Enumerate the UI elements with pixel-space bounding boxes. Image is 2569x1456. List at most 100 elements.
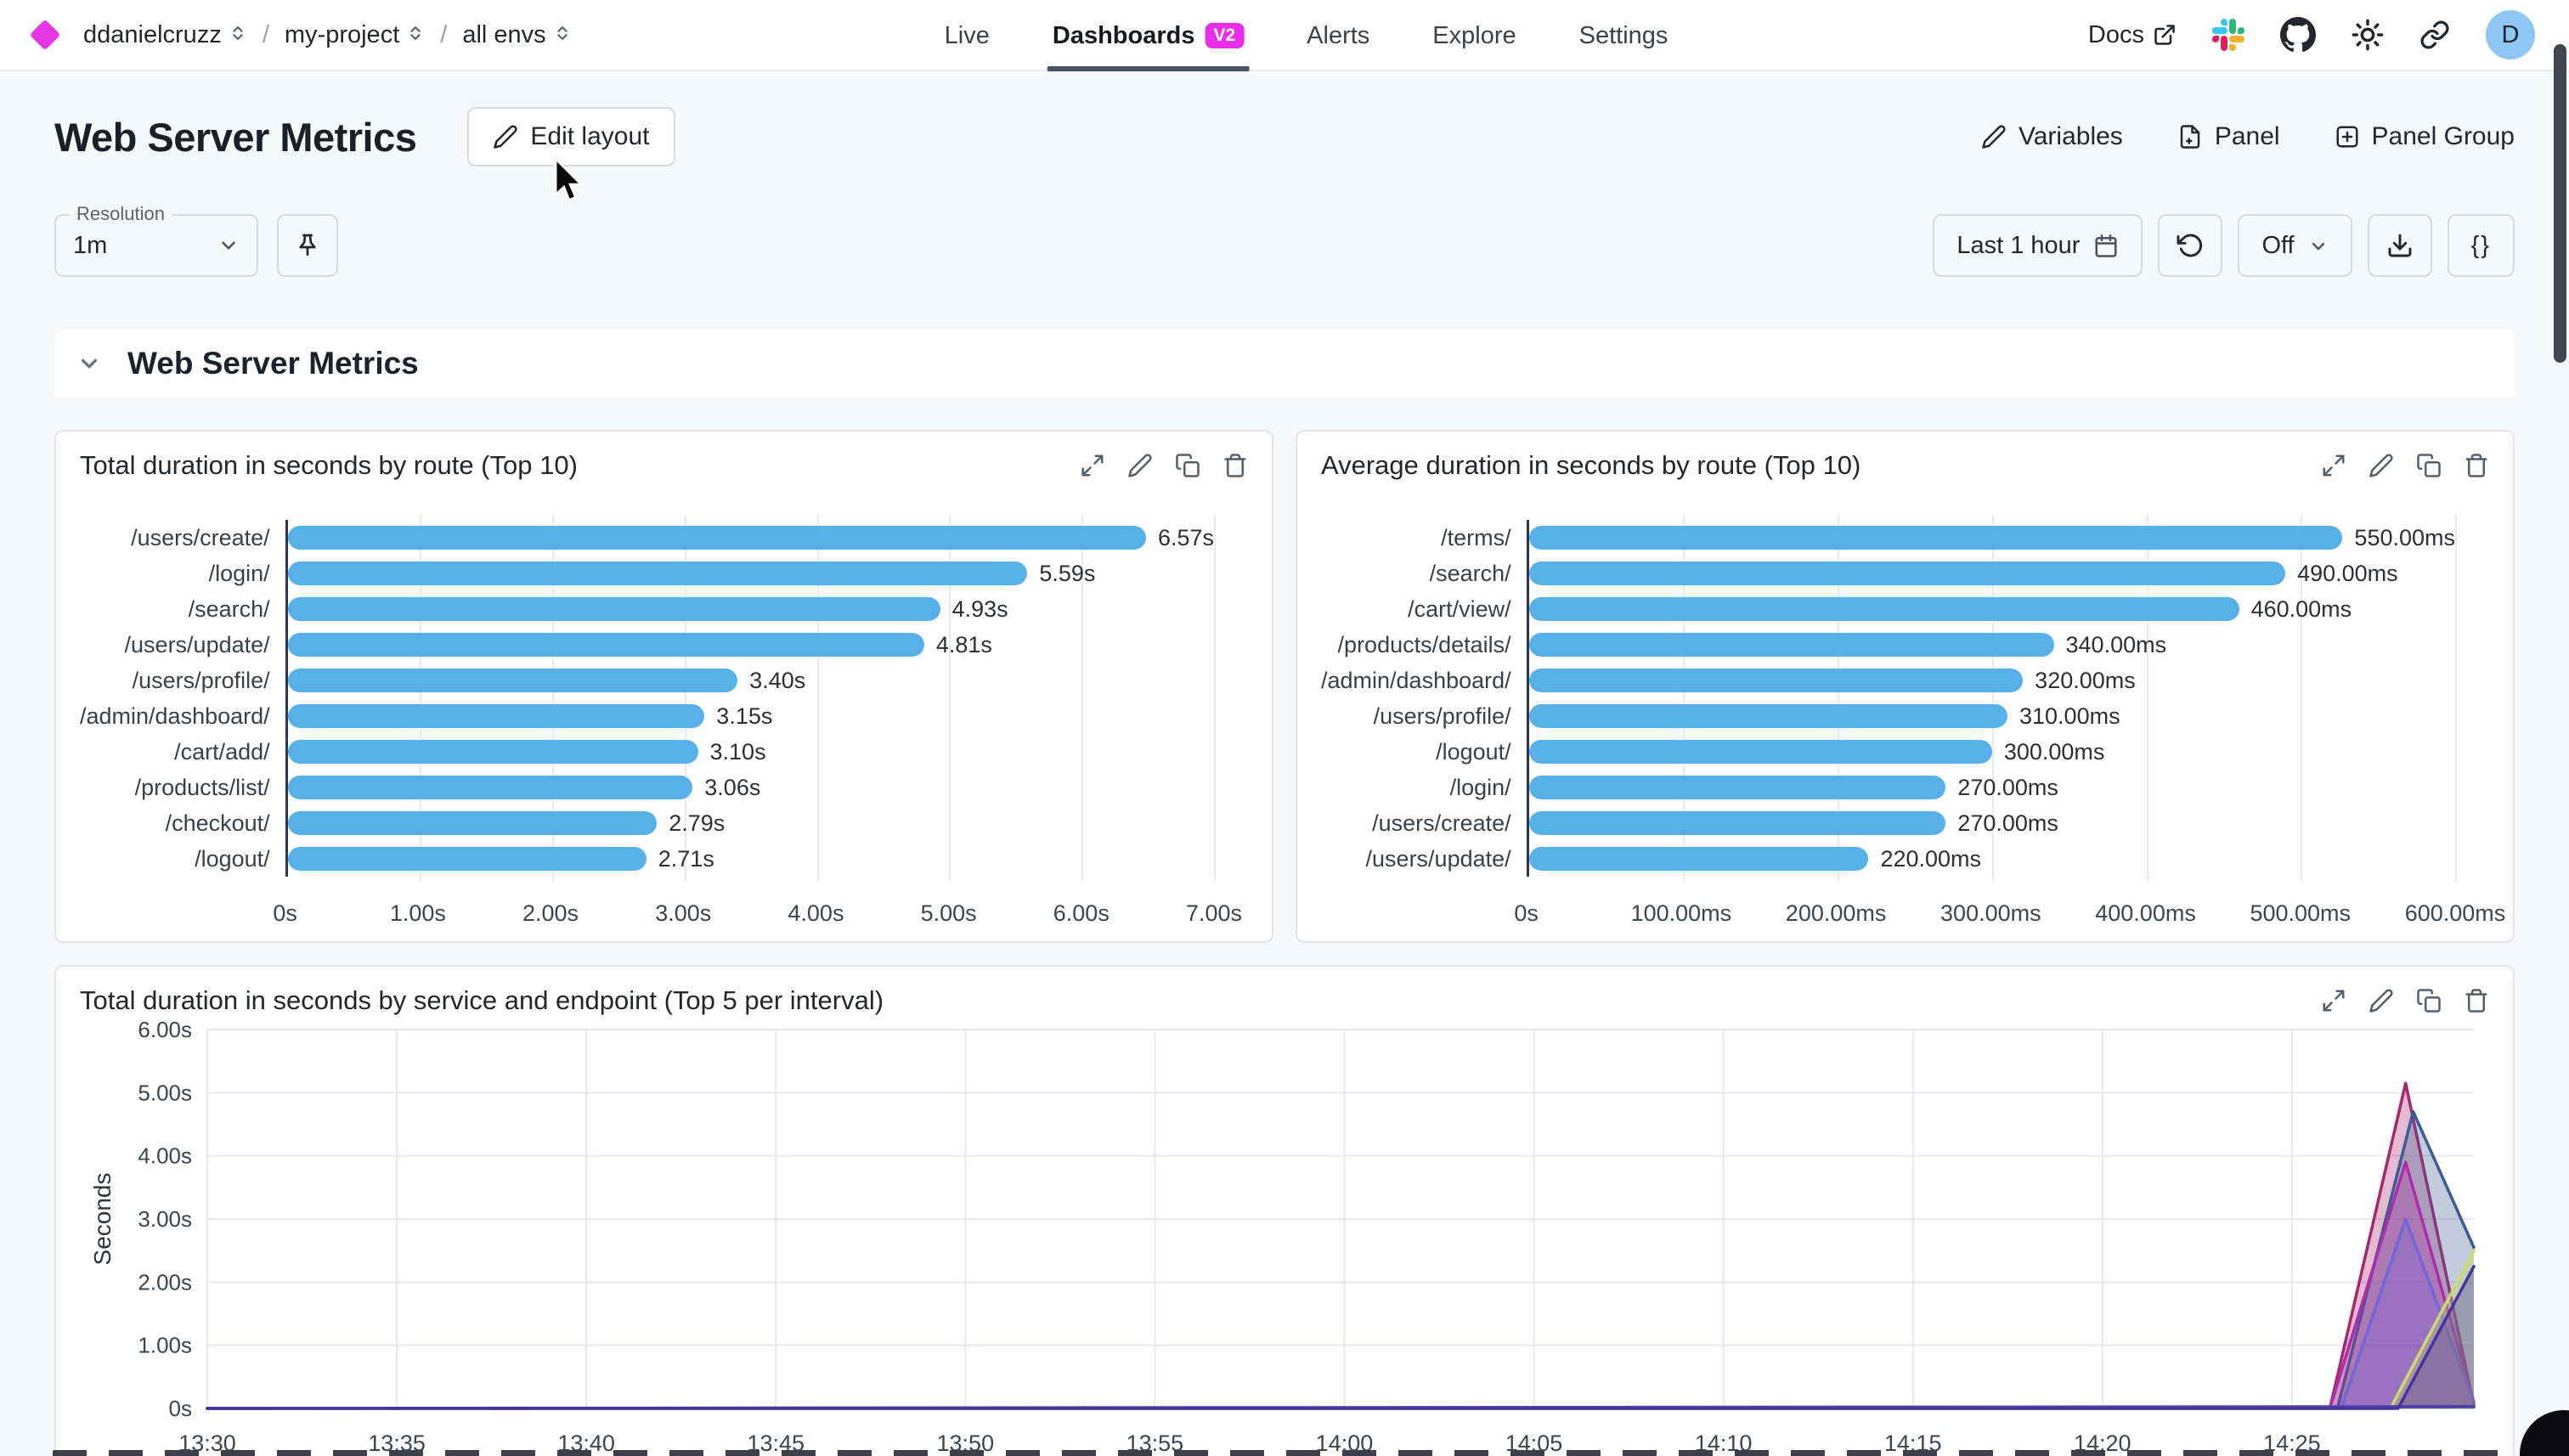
series-line [206,1160,2476,1410]
panel-actions [2321,988,2489,1013]
bar-row: 3.06s [287,770,1214,805]
panel-group-header[interactable]: Web Server Metrics [54,330,2515,398]
json-view-button[interactable]: {} [2447,214,2515,277]
variables-button[interactable]: Variables [1981,122,2123,151]
x-tick-label: 0s [1514,900,1539,926]
bar-value-label: 300.00ms [2003,738,2105,765]
pin-resolution-button[interactable] [277,214,338,277]
edit-icon[interactable] [2369,453,2394,478]
y-tick-label: 0s [169,1396,192,1421]
bar-row: 3.10s [287,734,1214,770]
bar[interactable] [287,597,940,621]
header-actions: Variables Panel Panel Group [1981,122,2515,151]
bar[interactable] [1528,597,2239,621]
panel-resize-dashed-guide [53,1450,2516,1456]
share-link-icon[interactable] [2419,20,2450,50]
edit-icon[interactable] [2369,988,2394,1013]
series-line [206,1081,2476,1410]
series-area [207,1083,2474,1408]
edit-layout-button[interactable]: Edit layout [467,107,675,166]
bar[interactable] [287,669,738,692]
nav-tab-settings[interactable]: Settings [1578,21,1668,49]
bar[interactable] [1528,562,2286,585]
bar-row: 220.00ms [1528,841,2455,877]
resolution-select[interactable]: Resolution 1m [54,203,258,277]
panel-title: Total duration in seconds by service and… [80,985,884,1015]
bar[interactable] [287,847,646,871]
bar[interactable] [1528,633,2054,657]
bar-value-label: 4.81s [935,631,992,657]
user-avatar[interactable]: D [2486,10,2535,59]
edit-icon[interactable] [1127,453,1153,478]
x-tick-label: 4.00s [788,900,844,926]
bar-value-label: 2.79s [669,810,726,836]
bar[interactable] [287,776,693,799]
x-tick-label: 3.00s [655,900,712,926]
line-chart-duration-timeseries[interactable]: 0s 1.00s 2.00s 3.00s 4.00s 5.00s 6.00s 13:30 13:… [80,1016,2489,1456]
expand-icon[interactable] [2321,988,2346,1013]
bar-row: 3.40s [287,663,1214,698]
bar[interactable] [1528,740,1992,764]
workspace-selector[interactable]: ddanielcruzz [83,21,247,49]
docs-link[interactable]: Docs [2088,21,2177,49]
refresh-button[interactable] [2158,214,2223,277]
gridline [2146,515,2148,882]
bar-row: 3.15s [287,698,1214,734]
project-name: my-project [284,20,400,48]
vertical-scrollbar-thumb[interactable] [2554,44,2566,363]
gridline [552,515,555,882]
workspace-name: ddanielcruzz [83,20,222,48]
bar[interactable] [1528,526,2343,550]
x-tick-label: 1.00s [389,900,446,926]
expand-icon[interactable] [2321,453,2346,478]
environment-selector[interactable]: all envs [462,21,571,49]
theme-toggle-sun-icon[interactable] [2352,19,2384,51]
time-range-picker[interactable]: Last 1 hour [1933,214,2143,277]
delete-icon[interactable] [1222,453,1248,478]
copy-icon[interactable] [2416,453,2442,478]
bar[interactable] [1528,776,1946,799]
bar[interactable] [1528,847,1869,871]
copy-icon[interactable] [1175,453,1200,478]
dashboard-toolbar: Resolution 1m Last 1 hour Off {} [54,203,2515,277]
panel-title: Total duration in seconds by route (Top … [80,450,578,480]
nav-tab-dashboards[interactable]: Dashboards V2 [1047,0,1250,71]
copy-icon[interactable] [2416,988,2442,1013]
series-area [207,1162,2474,1408]
bar[interactable] [287,562,1028,585]
bar[interactable] [287,740,698,764]
download-button[interactable] [2367,214,2432,277]
top-bar: ddanielcruzz / my-project / all envs Liv… [0,0,2569,71]
collapse-chevron-icon[interactable] [76,351,102,376]
bar-category-label: /admin/dashboard/ [1321,667,1511,693]
bar[interactable] [1528,704,2007,728]
nav-tab-explore[interactable]: Explore [1432,21,1516,49]
bar[interactable] [287,633,924,657]
add-panel-group-button[interactable]: Panel Group [2335,122,2515,151]
nav-tab-alerts[interactable]: Alerts [1307,21,1370,49]
panels-row: Total duration in seconds by route (Top … [54,430,2515,943]
github-icon[interactable] [2280,17,2316,53]
delete-icon[interactable] [2464,988,2489,1013]
chevron-down-icon [2308,235,2329,256]
bar[interactable] [287,811,658,835]
bar[interactable] [287,704,705,728]
chevron-down-icon [217,234,240,257]
delete-icon[interactable] [2464,453,2489,478]
bar[interactable] [1528,811,1946,835]
bar-value-label: 5.59s [1039,560,1096,586]
slack-icon[interactable] [2212,19,2244,51]
bar[interactable] [1528,669,2024,692]
project-selector[interactable]: my-project [285,21,425,49]
nav-tab-live[interactable]: Live [944,21,990,49]
expand-icon[interactable] [1080,453,1105,478]
bar[interactable] [287,526,1146,550]
auto-refresh-select[interactable]: Off [2238,214,2352,277]
add-panel-button[interactable]: Panel [2177,122,2280,151]
bar-value-label: 3.06s [704,774,761,800]
x-tick-label: 6.00s [1053,900,1109,926]
bar-category-label: /users/update/ [124,631,270,657]
bar-row: 5.59s [287,556,1214,591]
bar-value-label: 6.57s [1157,524,1214,550]
